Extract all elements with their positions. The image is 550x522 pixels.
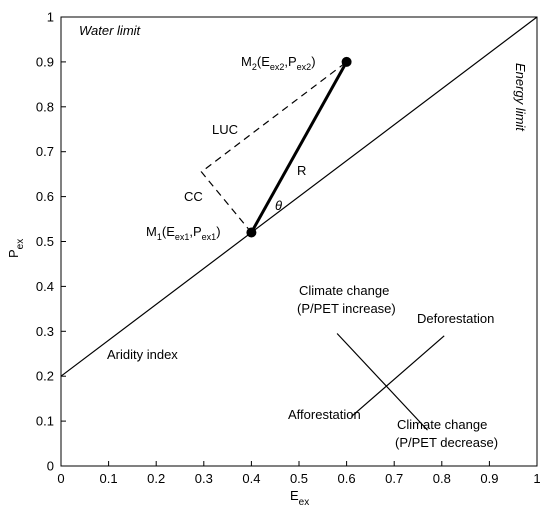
point-marker-2 xyxy=(341,56,352,67)
x-axis-label-main: E xyxy=(290,488,299,503)
m2-close: ) xyxy=(311,54,315,69)
y-tick-label: 0.4 xyxy=(36,279,54,294)
m1-name-sub: 1 xyxy=(157,232,162,242)
annotation-layer: Water limit Energy limit Aridity index L… xyxy=(79,23,528,450)
y-tick-label: 0 xyxy=(47,459,54,474)
y-tick-label: 0.2 xyxy=(36,369,54,384)
x-tick-label: 0 xyxy=(57,471,64,486)
x-tick-label: 1 xyxy=(533,471,540,486)
series-layer xyxy=(60,16,538,466)
y-axis-label-main: P xyxy=(6,249,21,258)
x-tick-label: 0.5 xyxy=(290,471,308,486)
y-axis-label-sub: ex xyxy=(15,239,26,250)
x-tick-label: 0.8 xyxy=(433,471,451,486)
series-line-6 xyxy=(336,333,428,431)
series-line-1 xyxy=(60,16,538,377)
m2-label: M2(Eex2,Pex2) xyxy=(241,54,316,72)
m2-name-sub: 2 xyxy=(252,62,257,72)
aridity-index-label: Aridity index xyxy=(107,347,178,362)
deforestation-label: Deforestation xyxy=(417,311,494,326)
m1-sub-b: ex1 xyxy=(202,232,217,242)
x-tick-label: 0.9 xyxy=(480,471,498,486)
x-tick-label: 0.4 xyxy=(242,471,260,486)
point-marker-1 xyxy=(246,227,257,238)
cc-label: CC xyxy=(184,189,203,204)
m1-mid: ,P xyxy=(189,224,201,239)
m1-label: M1(Eex1,Pex1) xyxy=(146,224,221,242)
cc-decrease-line2: (P/PET decrease) xyxy=(395,435,498,450)
r-label: R xyxy=(297,163,306,178)
x-axis-label-sub: ex xyxy=(299,497,310,508)
m1-name: M xyxy=(146,224,157,239)
water-limit-label: Water limit xyxy=(79,23,142,38)
cc-increase-line2: (P/PET increase) xyxy=(297,301,396,316)
afforestation-label: Afforestation xyxy=(288,407,361,422)
y-tick-label: 0.1 xyxy=(36,414,54,429)
m2-mid: ,P xyxy=(284,54,296,69)
m1-open: (E xyxy=(162,224,175,239)
x-tick-label: 0.1 xyxy=(100,471,118,486)
y-tick-label: 0.5 xyxy=(36,234,54,249)
plot-area xyxy=(60,16,538,467)
x-tick-label: 0.3 xyxy=(195,471,213,486)
m2-open: (E xyxy=(257,54,270,69)
m2-sub-b: ex2 xyxy=(297,62,312,72)
y-tick-label: 0.9 xyxy=(36,54,54,69)
y-tick-label: 0.8 xyxy=(36,99,54,114)
y-tick-label: 1 xyxy=(47,10,54,25)
luc-label: LUC xyxy=(212,122,238,137)
x-axis-label: Eex xyxy=(290,488,309,508)
series-line-5 xyxy=(200,61,347,233)
tick-layer: 0 0.1 0.2 0.3 0.4 0.5 0.6 0.7 0.8 0.9 1 0 0.1 0.2 0.3 0… xyxy=(36,10,541,487)
m1-sub-a: ex1 xyxy=(175,232,190,242)
x-tick-label: 0.2 xyxy=(147,471,165,486)
y-tick-label: 0.3 xyxy=(36,324,54,339)
m1-close: ) xyxy=(216,224,220,239)
series-line-7 xyxy=(351,335,445,418)
theta-label: θ xyxy=(275,198,282,213)
x-tick-label: 0.7 xyxy=(385,471,403,486)
y-tick-label: 0.7 xyxy=(36,144,54,159)
axes-frame xyxy=(60,16,538,467)
m2-name: M xyxy=(241,54,252,69)
energy-limit-label: Energy limit xyxy=(513,63,528,132)
cc-increase-line1: Climate change xyxy=(299,283,389,298)
point-layer xyxy=(246,56,352,238)
x-tick-label: 0.6 xyxy=(338,471,356,486)
y-tick-label: 0.6 xyxy=(36,189,54,204)
y-axis-label: Pex xyxy=(6,239,26,258)
m2-sub-a: ex2 xyxy=(270,62,285,72)
cc-decrease-line1: Climate change xyxy=(397,417,487,432)
series-line-4 xyxy=(250,61,348,234)
